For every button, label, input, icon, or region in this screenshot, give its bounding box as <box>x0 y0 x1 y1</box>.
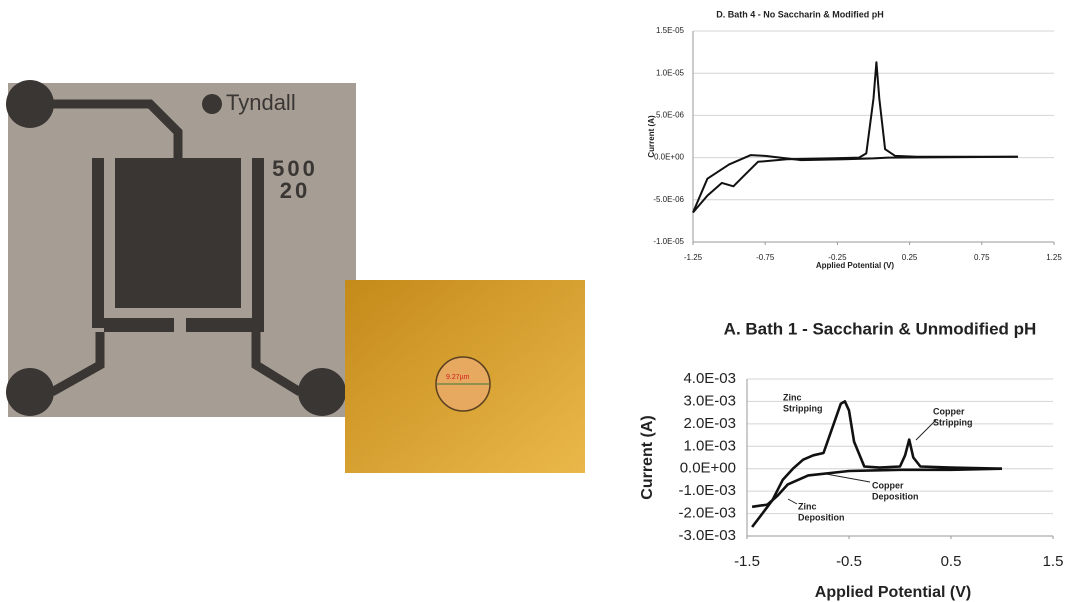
annotation: Zinc <box>798 501 817 511</box>
micrograph: 9.27µm <box>345 280 585 473</box>
annotation-arrow <box>788 499 797 504</box>
annotation: Deposition <box>798 512 845 522</box>
annotation: Zinc <box>783 392 802 402</box>
cv-curve <box>693 62 1018 212</box>
annotation: Deposition <box>872 491 919 501</box>
x-tick-label: 0.5 <box>941 553 962 570</box>
annotation: Copper <box>872 480 904 490</box>
x-tick-label: 0.25 <box>902 253 918 262</box>
y-tick-label: 1.5E-05 <box>656 26 685 35</box>
y-tick-label: 1.0E-05 <box>656 68 685 77</box>
y-tick-label: -2.0E-03 <box>678 505 736 522</box>
x-axis-label: Applied Potential (V) <box>816 261 895 270</box>
annotation-arrow <box>916 420 936 440</box>
chip-photo: Tyndall 500 20 <box>6 80 356 417</box>
chart-title: D. Bath 4 - No Saccharin & Modified pH <box>716 9 884 19</box>
y-tick-label: -3.0E-03 <box>678 527 736 544</box>
annotation: Copper <box>933 406 965 416</box>
canvas: Tyndall 500 20 9.27µm D. Bath 4 - No Sac… <box>0 0 1066 602</box>
x-tick-label: 0.75 <box>974 253 990 262</box>
y-axis-label: Current (A) <box>647 115 656 158</box>
annotation: Stripping <box>933 417 973 427</box>
y-tick-label: 4.0E-03 <box>683 370 736 387</box>
y-tick-label: 1.0E-03 <box>683 437 736 454</box>
figure: Tyndall 500 20 9.27µm D. Bath 4 - No Sac… <box>0 0 1066 602</box>
x-tick-label: 1.5 <box>1043 553 1064 570</box>
x-tick-label: 1.25 <box>1046 253 1062 262</box>
scale-label: 9.27µm <box>446 374 470 381</box>
y-tick-label: 3.0E-03 <box>683 392 736 409</box>
chip-logo: Tyndall <box>226 90 296 115</box>
chart-title: A. Bath 1 - Saccharin & Unmodified pH <box>724 319 1037 338</box>
y-axis-label: Current (A) <box>639 415 656 499</box>
y-tick-label: -1.0E-03 <box>678 482 736 499</box>
annotation: Stripping <box>783 403 823 413</box>
cv-curve <box>693 155 1018 212</box>
y-tick-label: 0.0E+00 <box>654 153 685 162</box>
y-tick-label: -1.0E-05 <box>653 237 684 246</box>
y-tick-label: -5.0E-06 <box>653 195 684 204</box>
x-tick-label: -0.75 <box>756 253 775 262</box>
x-axis-label: Applied Potential (V) <box>815 584 971 601</box>
chip-code: 20 <box>280 178 310 203</box>
x-tick-label: -1.5 <box>734 553 760 570</box>
y-tick-label: 2.0E-03 <box>683 415 736 432</box>
y-tick-label: 0.0E+00 <box>680 460 736 477</box>
x-tick-label: -1.25 <box>684 253 703 262</box>
x-tick-label: -0.5 <box>836 553 862 570</box>
annotation-arrow <box>826 474 870 482</box>
y-tick-label: 5.0E-06 <box>656 111 685 120</box>
